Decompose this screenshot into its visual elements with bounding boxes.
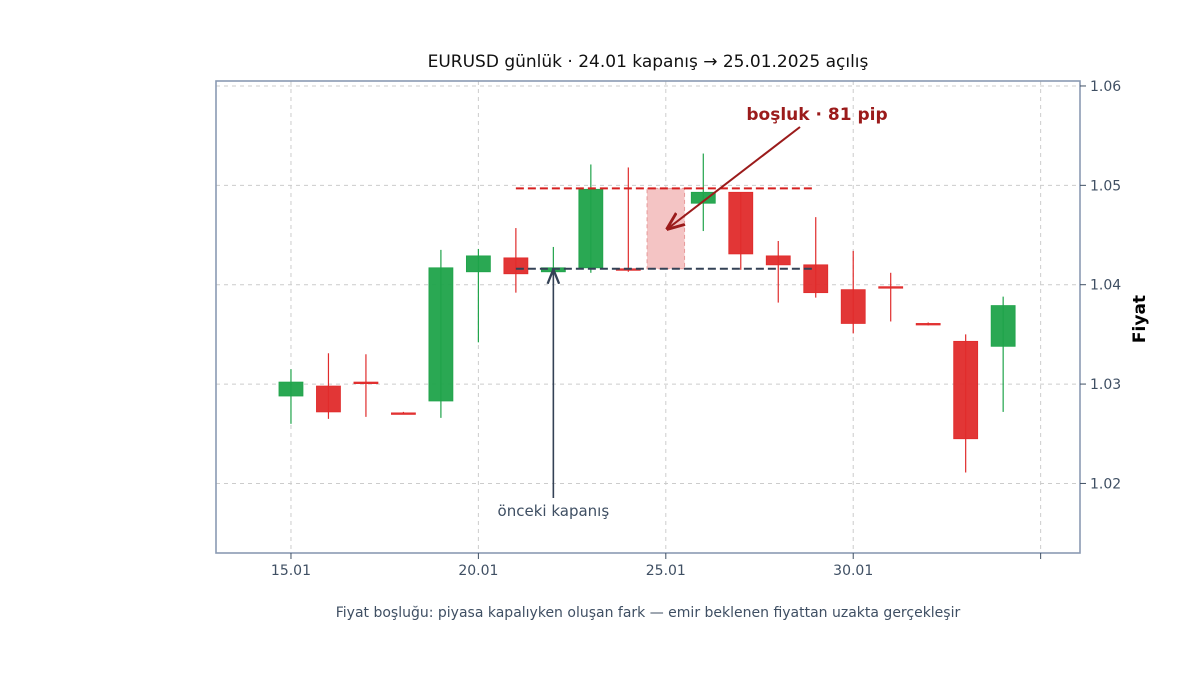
- plot-frame: [215, 80, 1081, 554]
- y-tick-label: 1.06: [1090, 79, 1121, 95]
- y-tick-label: 1.04: [1090, 278, 1121, 294]
- candle-body-up: [690, 191, 716, 204]
- annotations: boşluk · 81 pip önceki kapanış: [498, 105, 888, 520]
- candle-body-up: [278, 381, 304, 397]
- x-tick-label: 25.01: [646, 563, 686, 579]
- x-axis: 15.01 20.01 25.01 30.01: [271, 553, 1042, 579]
- y-tick-label: 1.03: [1090, 377, 1121, 393]
- candle-body-down: [316, 385, 341, 413]
- reference-lines: [515, 187, 816, 270]
- grid: [216, 81, 1080, 553]
- candle-body-up: [990, 305, 1016, 347]
- chart-title: EURUSD günlük · 24.01 kapanış → 25.01.20…: [428, 52, 869, 72]
- gap-zone-rect: [646, 187, 686, 270]
- candle-body-down: [878, 286, 904, 289]
- y-axis-label: Fiyat: [1130, 295, 1150, 343]
- candle-body-up: [465, 255, 491, 273]
- y-tick-label: 1.02: [1090, 476, 1121, 492]
- chart-caption: Fiyat boşluğu: piyasa kapalıyken oluşan …: [336, 605, 961, 621]
- candle-body-down: [503, 257, 529, 275]
- x-tick-label: 15.01: [271, 563, 311, 579]
- gap-label: boşluk · 81 pip: [746, 105, 887, 125]
- candle-body-up: [428, 267, 454, 402]
- candle-body-down: [953, 340, 979, 440]
- candle-body-down: [915, 323, 941, 326]
- candle-body-down: [391, 412, 416, 415]
- y-tick-label: 1.05: [1090, 178, 1121, 194]
- candle-body-down: [840, 289, 866, 324]
- candle-body-up: [578, 188, 604, 269]
- gap-arrow: [668, 126, 801, 229]
- x-tick-label: 20.01: [458, 563, 498, 579]
- x-tick-label: 30.01: [833, 563, 873, 579]
- candle-body-down: [353, 381, 379, 384]
- y-axis: 1.02 1.03 1.04 1.05 1.06: [1080, 79, 1121, 492]
- candles: [278, 153, 1016, 473]
- prev-close-label: önceki kapanış: [498, 502, 610, 520]
- candle-body-down: [765, 255, 791, 266]
- candle-body-down: [728, 191, 754, 255]
- gap-zone: [646, 187, 686, 270]
- candle-body-down: [803, 264, 829, 294]
